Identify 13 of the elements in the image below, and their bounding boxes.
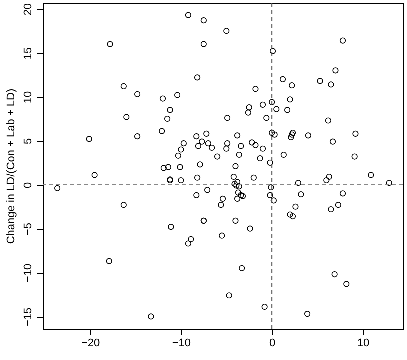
x-tick-label: −10 — [172, 338, 192, 350]
x-tick-label: 10 — [357, 338, 370, 350]
y-tick-label: 20 — [22, 4, 34, 16]
y-tick-label: 15 — [22, 47, 34, 60]
y-tick-label: 10 — [22, 91, 34, 104]
y-axis-title: Change in LD/(Con + Lab + LD) — [6, 88, 18, 244]
y-tick-label: 0 — [22, 182, 34, 188]
y-tick-label: 5 — [22, 138, 34, 145]
x-tick-label: 0 — [270, 338, 276, 350]
y-tick-label: −10 — [22, 264, 34, 283]
x-tick-label: −20 — [81, 338, 100, 350]
y-tick-label: −15 — [22, 308, 34, 327]
y-tick-label: −5 — [22, 223, 34, 236]
